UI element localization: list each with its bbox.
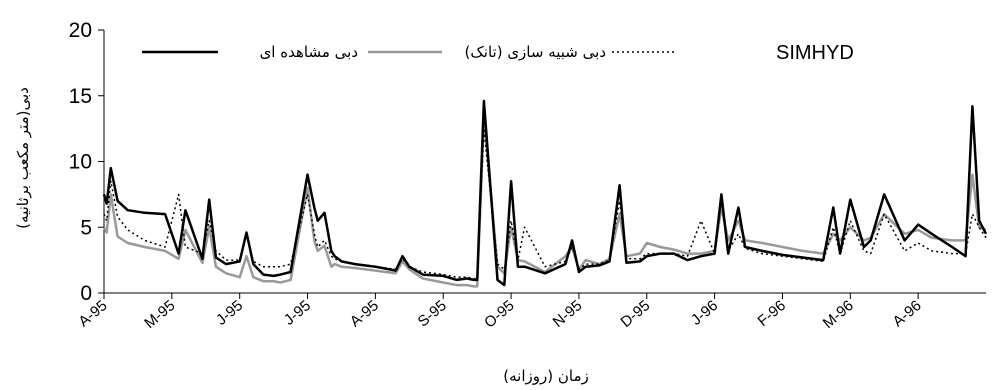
legend: دبی مشاهده ای دبی شبیه سازی (تانک) SIMHY… xyxy=(142,42,854,64)
y-tick-label: 0 xyxy=(80,282,92,305)
legend-label-observed: دبی مشاهده ای xyxy=(260,43,358,61)
series-layer xyxy=(102,99,988,288)
legend-label-simhyd: SIMHYD xyxy=(776,42,854,64)
x-axis-title: زمان (روزانه) xyxy=(503,367,588,385)
x-tick-label: A-95 xyxy=(347,297,382,330)
x-tick-label: M-96 xyxy=(820,297,857,332)
x-tick-label: S-95 xyxy=(415,297,450,330)
y-tick-label: 10 xyxy=(69,151,92,174)
series-line-0 xyxy=(102,99,988,287)
x-tick-label: J-95 xyxy=(213,297,246,329)
legend-label-tank: دبی شبیه سازی (تانک) xyxy=(465,43,607,61)
x-tick-label: J-96 xyxy=(688,297,721,329)
x-tick-label: M-95 xyxy=(141,297,178,332)
x-tick-label: A-96 xyxy=(890,297,925,330)
y-tick-label: 5 xyxy=(80,216,92,239)
y-tick-label: 20 xyxy=(69,19,92,42)
x-tick-label: D-95 xyxy=(618,297,654,331)
x-tick-label: O-95 xyxy=(481,297,517,331)
y-tick-label: 15 xyxy=(69,85,92,108)
series-line-2 xyxy=(103,127,987,280)
x-tick-label: N-95 xyxy=(550,297,586,331)
x-tick-label: F-96 xyxy=(754,297,789,330)
y-axis-title: دبی(متر مکعب برثانیه) xyxy=(14,87,32,229)
x-tick-label: J-95 xyxy=(281,297,314,329)
